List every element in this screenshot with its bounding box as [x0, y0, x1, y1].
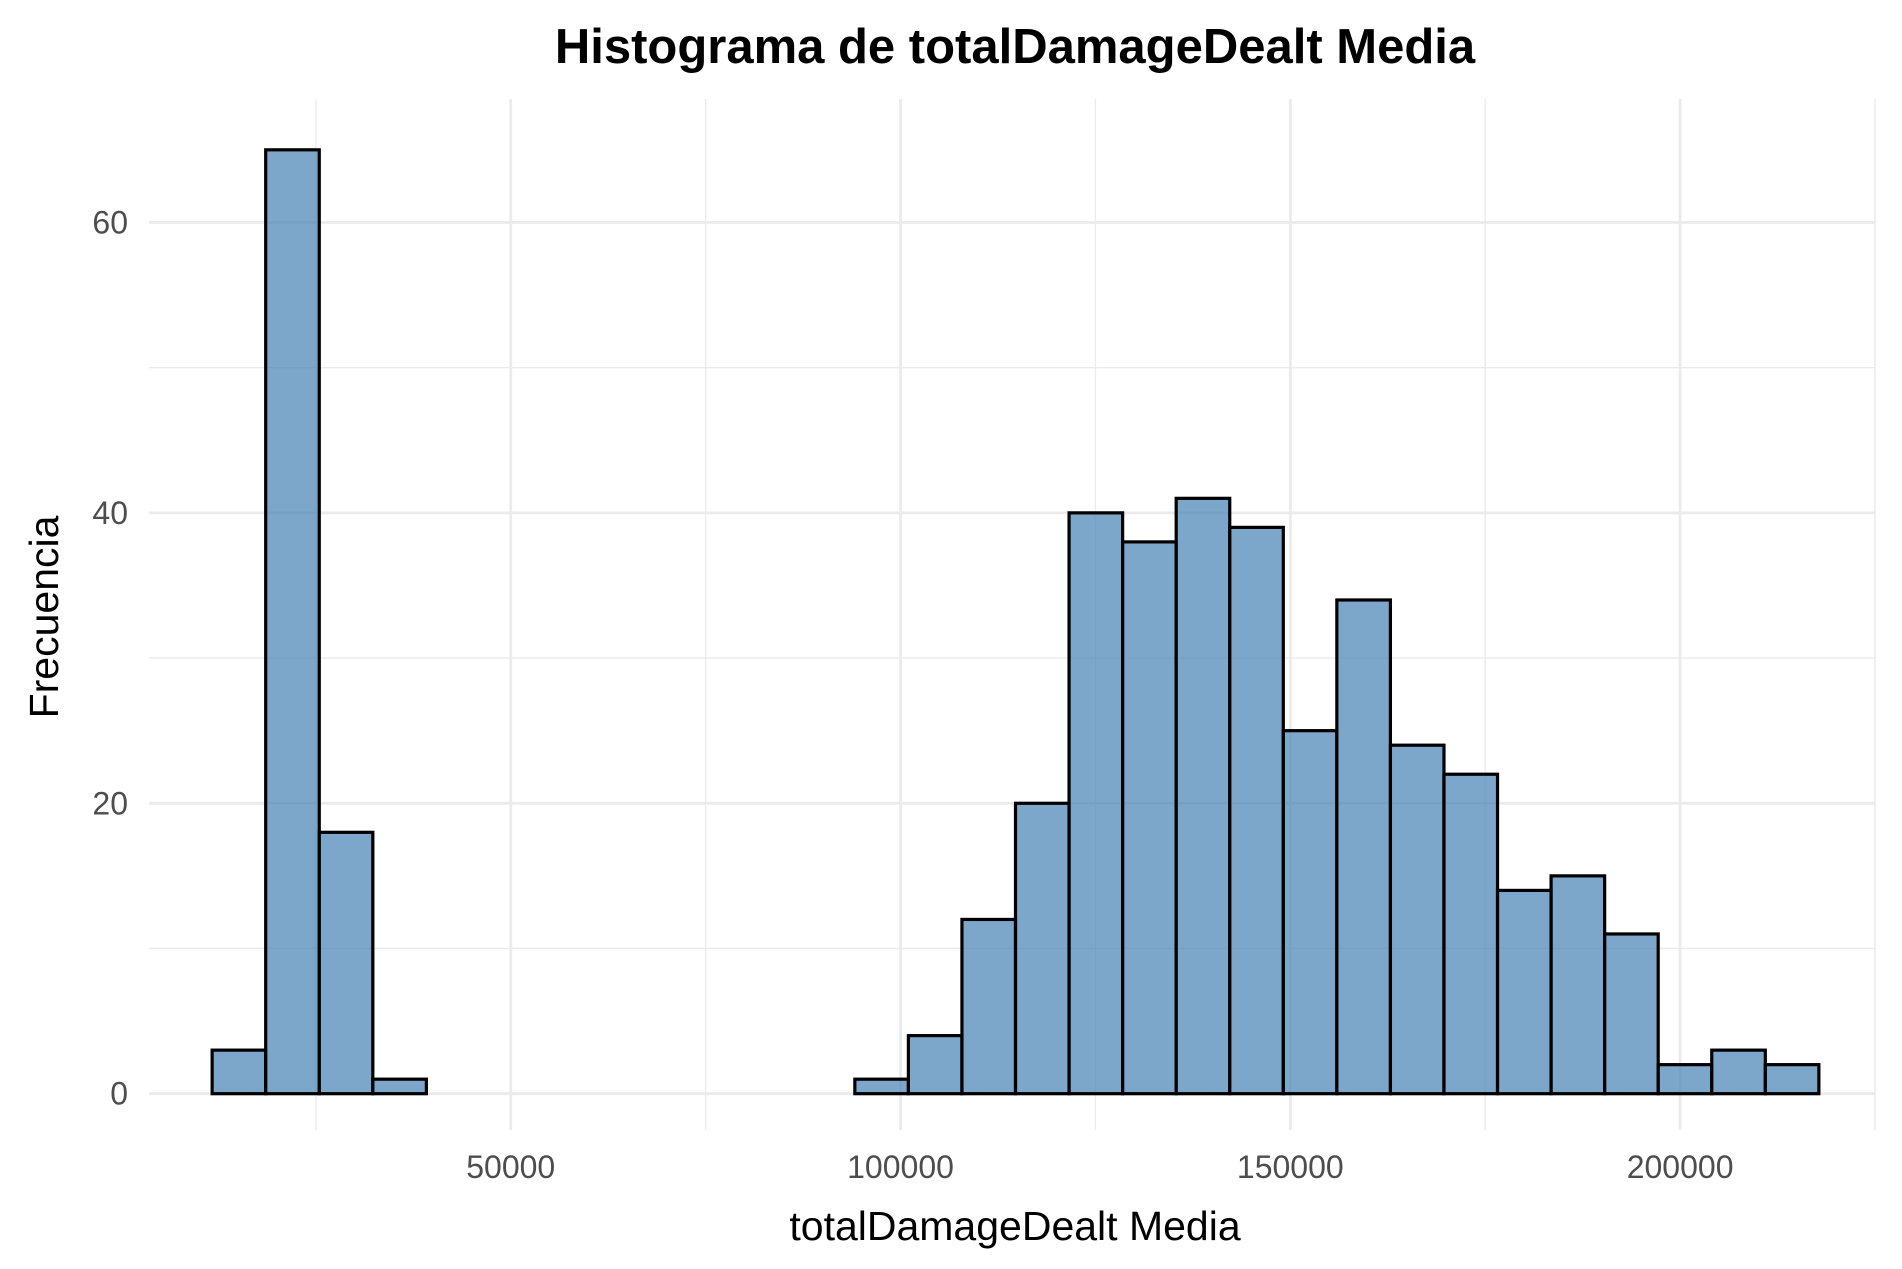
x-axis-ticks: 50000 100000 150000 200000 [466, 1149, 1733, 1185]
histogram-bar [210, 1048, 268, 1096]
histogram-bar [1656, 1063, 1714, 1096]
histogram-bar [1549, 874, 1607, 1096]
y-tick-label: 60 [92, 204, 128, 240]
y-axis-title: Frecuencia [21, 515, 67, 718]
histogram-bar [1121, 540, 1178, 1096]
histogram-bar [853, 1077, 910, 1096]
histogram-bar [1228, 525, 1285, 1096]
histogram-bar [1335, 598, 1393, 1096]
chart-title: Histograma de totalDamageDealt Media [555, 20, 1476, 74]
x-tick-label: 50000 [466, 1149, 555, 1185]
histogram-bar [1067, 511, 1125, 1096]
x-axis-title: totalDamageDealt Media [789, 1203, 1240, 1249]
histogram-bar [1388, 743, 1446, 1096]
histogram-bar [1013, 801, 1071, 1096]
histogram-bar [1763, 1063, 1821, 1096]
histogram-bar [1281, 729, 1339, 1096]
histogram-bar [264, 148, 321, 1096]
histogram-bar [906, 1034, 964, 1096]
bars [210, 148, 1821, 1096]
histogram-bar [1174, 496, 1232, 1096]
y-tick-label: 0 [110, 1076, 128, 1112]
histogram-bar [960, 917, 1018, 1096]
y-tick-label: 40 [92, 495, 128, 531]
x-tick-label: 100000 [847, 1149, 954, 1185]
histogram-bar [1442, 772, 1500, 1096]
y-tick-label: 20 [92, 785, 128, 821]
x-tick-label: 150000 [1237, 1149, 1344, 1185]
y-axis-ticks: 0 20 40 60 [92, 204, 128, 1111]
histogram-bar [1603, 932, 1660, 1096]
histogram-bar [317, 830, 375, 1096]
histogram-bar [371, 1077, 428, 1096]
histogram-bar [1710, 1048, 1767, 1096]
x-tick-label: 200000 [1627, 1149, 1734, 1185]
histogram-bar [1495, 888, 1553, 1096]
